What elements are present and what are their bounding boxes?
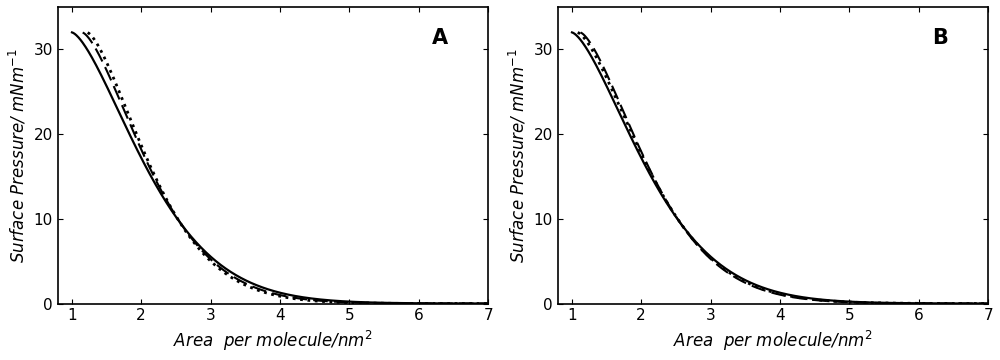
X-axis label: Area  per molecule/nm$^2$: Area per molecule/nm$^2$	[173, 329, 373, 353]
Text: A: A	[432, 28, 448, 48]
Y-axis label: Surface Pressure/ mNm$^{-1}$: Surface Pressure/ mNm$^{-1}$	[7, 48, 28, 262]
X-axis label: Area  per molecule/nm$^2$: Area per molecule/nm$^2$	[673, 329, 873, 353]
Y-axis label: Surface Pressure/ mNm$^{-1}$: Surface Pressure/ mNm$^{-1}$	[507, 48, 528, 262]
Text: B: B	[932, 28, 948, 48]
